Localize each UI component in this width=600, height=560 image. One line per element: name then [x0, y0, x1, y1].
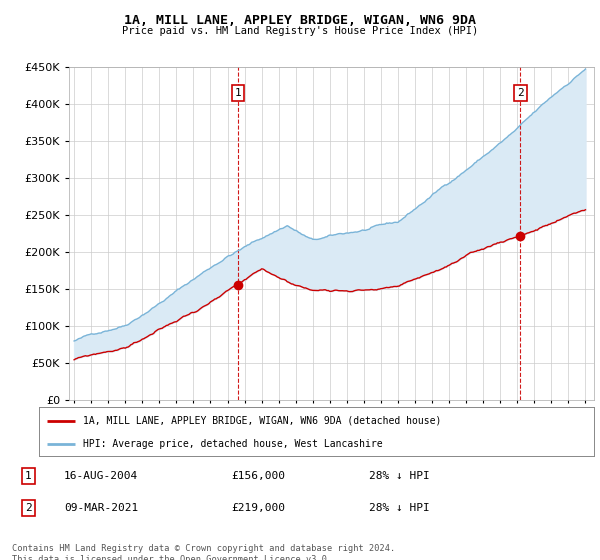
Text: Price paid vs. HM Land Registry's House Price Index (HPI): Price paid vs. HM Land Registry's House … [122, 26, 478, 36]
Text: £156,000: £156,000 [231, 471, 285, 481]
Text: 09-MAR-2021: 09-MAR-2021 [64, 503, 138, 514]
Text: 1A, MILL LANE, APPLEY BRIDGE, WIGAN, WN6 9DA: 1A, MILL LANE, APPLEY BRIDGE, WIGAN, WN6… [124, 14, 476, 27]
Text: 28% ↓ HPI: 28% ↓ HPI [369, 503, 430, 514]
Text: 1A, MILL LANE, APPLEY BRIDGE, WIGAN, WN6 9DA (detached house): 1A, MILL LANE, APPLEY BRIDGE, WIGAN, WN6… [83, 416, 442, 426]
Text: 16-AUG-2004: 16-AUG-2004 [64, 471, 138, 481]
Text: 1: 1 [235, 88, 241, 98]
Text: 1: 1 [25, 471, 32, 481]
Text: HPI: Average price, detached house, West Lancashire: HPI: Average price, detached house, West… [83, 439, 383, 449]
Text: Contains HM Land Registry data © Crown copyright and database right 2024.
This d: Contains HM Land Registry data © Crown c… [12, 544, 395, 560]
Text: £219,000: £219,000 [231, 503, 285, 514]
Text: 2: 2 [517, 88, 524, 98]
Text: 28% ↓ HPI: 28% ↓ HPI [369, 471, 430, 481]
Text: 2: 2 [25, 503, 32, 514]
